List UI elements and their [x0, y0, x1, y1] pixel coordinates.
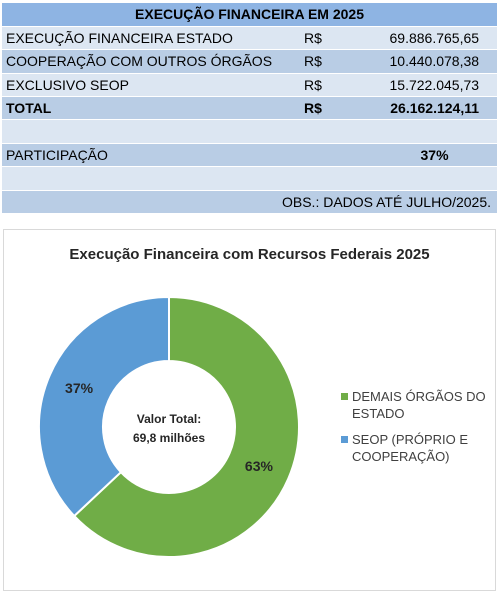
row-label: EXECUÇÃO FINANCEIRA ESTADO [2, 26, 300, 51]
row-value: 69.886.765,65 [372, 26, 498, 51]
row-value: 15.722.045,73 [372, 73, 498, 98]
table-row: EXECUÇÃO FINANCEIRA ESTADO R$ 69.886.765… [2, 26, 498, 51]
row-currency: R$ [300, 26, 372, 51]
table-title: EXECUÇÃO FINANCEIRA EM 2025 [2, 3, 498, 27]
donut-chart: Execução Financeira com Recursos Federai… [3, 229, 496, 591]
total-row: TOTAL R$ 26.162.124,11 [2, 96, 498, 121]
table-row: COOPERAÇÃO COM OUTROS ÓRGÃOS R$ 10.440.0… [2, 49, 498, 74]
total-currency: R$ [300, 96, 372, 121]
financial-table: EXECUÇÃO FINANCEIRA EM 2025 EXECUÇÃO FIN… [2, 3, 498, 215]
legend-item: DEMAIS ÓRGÃOS DO ESTADO [341, 388, 491, 422]
donut-slice [72, 295, 300, 558]
legend-swatch [341, 436, 348, 443]
donut-chart-svg: 63% 37% Valor Total: 69,8 milhões [38, 295, 300, 558]
legend-label: SEOP (PRÓPRIO E COOPERAÇÃO) [352, 432, 469, 464]
legend-label: DEMAIS ÓRGÃOS DO ESTADO [352, 389, 486, 421]
row-currency: R$ [300, 49, 372, 74]
participation-label: PARTICIPAÇÃO [2, 143, 300, 168]
row-label: EXCLUSIVO SEOP [2, 73, 300, 98]
table-row: EXCLUSIVO SEOP R$ 15.722.045,73 [2, 73, 498, 98]
center-label: 69,8 milhões [133, 431, 205, 445]
center-label: Valor Total: [137, 412, 201, 426]
total-value: 26.162.124,11 [372, 96, 498, 121]
slice-data-label: 63% [245, 458, 274, 474]
obs-row: OBS.: DADOS ATÉ JULHO/2025. [2, 190, 498, 215]
empty-row [2, 166, 498, 191]
chart-legend: DEMAIS ÓRGÃOS DO ESTADO SEOP (PRÓPRIO E … [341, 388, 491, 474]
obs-note: OBS.: DADOS ATÉ JULHO/2025. [2, 190, 498, 215]
chart-title: Execução Financeira com Recursos Federai… [69, 246, 430, 263]
table-title-row: EXECUÇÃO FINANCEIRA EM 2025 [2, 3, 498, 27]
donut-slice [38, 295, 170, 518]
legend-item: SEOP (PRÓPRIO E COOPERAÇÃO) [341, 431, 491, 465]
row-currency: R$ [300, 73, 372, 98]
row-label: COOPERAÇÃO COM OUTROS ÓRGÃOS [2, 49, 300, 74]
participation-row: PARTICIPAÇÃO 37% [2, 143, 498, 168]
total-label: TOTAL [2, 96, 300, 121]
legend-swatch [341, 393, 348, 400]
empty-row [2, 119, 498, 144]
slice-data-label: 37% [65, 380, 94, 396]
row-value: 10.440.078,38 [372, 49, 498, 74]
participation-value: 37% [372, 143, 498, 168]
